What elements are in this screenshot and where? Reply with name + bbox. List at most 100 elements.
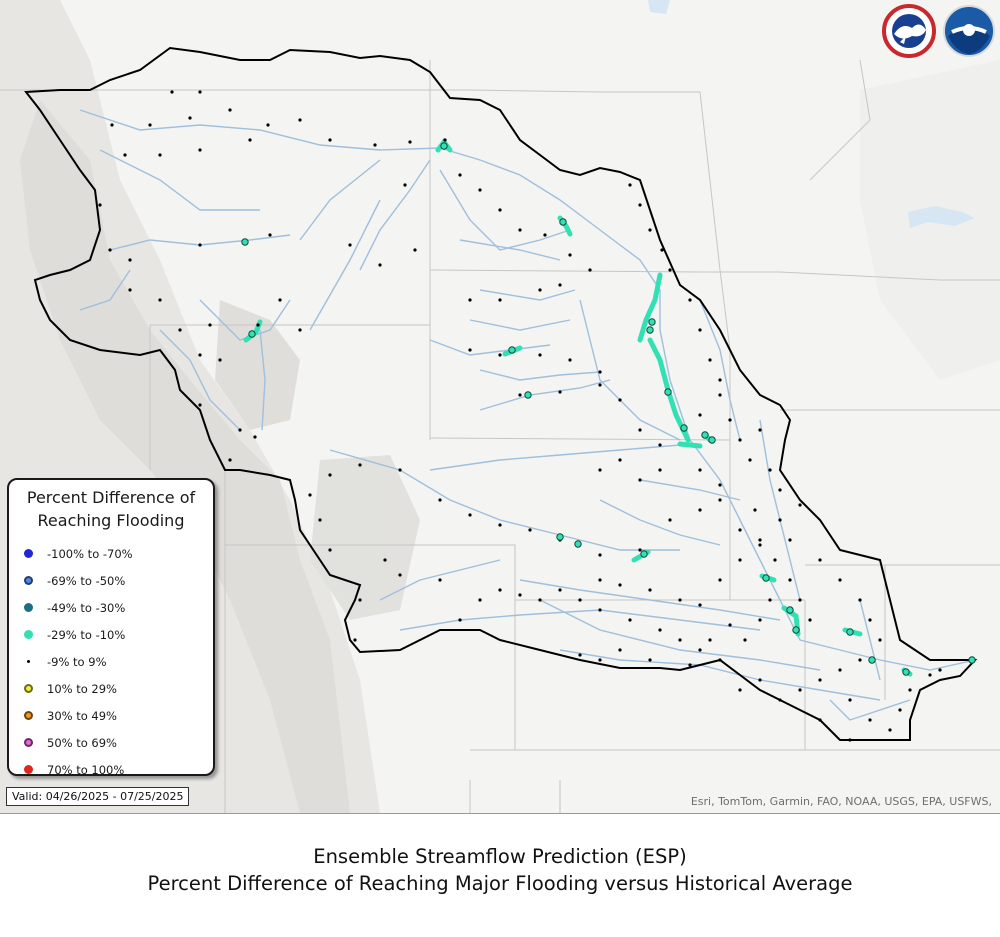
forecast-point[interactable] bbox=[658, 468, 662, 472]
forecast-point[interactable] bbox=[438, 498, 442, 502]
forecast-point[interactable] bbox=[708, 638, 712, 642]
forecast-point[interactable] bbox=[718, 378, 722, 382]
forecast-point[interactable] bbox=[598, 578, 602, 582]
forecast-point[interactable] bbox=[648, 658, 652, 662]
forecast-point[interactable] bbox=[378, 263, 382, 267]
forecast-point[interactable] bbox=[598, 553, 602, 557]
forecast-point[interactable] bbox=[298, 118, 302, 122]
forecast-point[interactable] bbox=[253, 435, 257, 439]
forecast-point[interactable] bbox=[538, 598, 542, 602]
forecast-point-highlighted[interactable] bbox=[646, 326, 654, 334]
forecast-point[interactable] bbox=[618, 648, 622, 652]
forecast-point[interactable] bbox=[278, 298, 282, 302]
forecast-point[interactable] bbox=[298, 328, 302, 332]
forecast-point[interactable] bbox=[538, 353, 542, 357]
forecast-point[interactable] bbox=[403, 183, 407, 187]
forecast-point[interactable] bbox=[728, 418, 732, 422]
forecast-point[interactable] bbox=[778, 488, 782, 492]
forecast-point[interactable] bbox=[668, 268, 672, 272]
forecast-point[interactable] bbox=[698, 468, 702, 472]
forecast-point[interactable] bbox=[718, 483, 722, 487]
forecast-point[interactable] bbox=[353, 638, 357, 642]
forecast-point[interactable] bbox=[788, 578, 792, 582]
forecast-point[interactable] bbox=[538, 288, 542, 292]
forecast-point[interactable] bbox=[838, 668, 842, 672]
forecast-point[interactable] bbox=[468, 513, 472, 517]
forecast-point[interactable] bbox=[158, 298, 162, 302]
forecast-point[interactable] bbox=[648, 228, 652, 232]
forecast-point[interactable] bbox=[753, 508, 757, 512]
forecast-point[interactable] bbox=[718, 578, 722, 582]
forecast-point[interactable] bbox=[818, 678, 822, 682]
forecast-point-highlighted[interactable] bbox=[902, 668, 910, 676]
forecast-point[interactable] bbox=[218, 358, 222, 362]
forecast-point[interactable] bbox=[638, 478, 642, 482]
forecast-point[interactable] bbox=[618, 458, 622, 462]
forecast-point-highlighted[interactable] bbox=[640, 550, 648, 558]
forecast-point[interactable] bbox=[778, 518, 782, 522]
forecast-point[interactable] bbox=[498, 298, 502, 302]
forecast-point[interactable] bbox=[443, 138, 447, 142]
forecast-point[interactable] bbox=[238, 428, 242, 432]
forecast-point[interactable] bbox=[778, 698, 782, 702]
forecast-point[interactable] bbox=[688, 663, 692, 667]
forecast-point[interactable] bbox=[738, 688, 742, 692]
forecast-point[interactable] bbox=[198, 243, 202, 247]
forecast-point[interactable] bbox=[698, 648, 702, 652]
forecast-point[interactable] bbox=[373, 143, 377, 147]
forecast-point[interactable] bbox=[868, 618, 872, 622]
forecast-point-highlighted[interactable] bbox=[762, 574, 770, 582]
forecast-point[interactable] bbox=[178, 328, 182, 332]
forecast-point-highlighted[interactable] bbox=[241, 238, 249, 246]
forecast-point[interactable] bbox=[838, 578, 842, 582]
forecast-point[interactable] bbox=[718, 658, 722, 662]
forecast-point[interactable] bbox=[768, 468, 772, 472]
forecast-point[interactable] bbox=[228, 458, 232, 462]
forecast-point[interactable] bbox=[248, 138, 252, 142]
forecast-point[interactable] bbox=[398, 468, 402, 472]
forecast-point[interactable] bbox=[638, 428, 642, 432]
forecast-point[interactable] bbox=[618, 398, 622, 402]
forecast-point-highlighted[interactable] bbox=[556, 533, 564, 541]
forecast-point[interactable] bbox=[528, 528, 532, 532]
forecast-point[interactable] bbox=[256, 323, 260, 327]
forecast-point-highlighted[interactable] bbox=[708, 436, 716, 444]
forecast-point[interactable] bbox=[808, 618, 812, 622]
forecast-point[interactable] bbox=[268, 233, 272, 237]
forecast-point[interactable] bbox=[718, 393, 722, 397]
forecast-point[interactable] bbox=[598, 658, 602, 662]
forecast-point[interactable] bbox=[123, 153, 127, 157]
forecast-point[interactable] bbox=[818, 558, 822, 562]
forecast-point-highlighted[interactable] bbox=[846, 628, 854, 636]
forecast-point[interactable] bbox=[758, 538, 762, 542]
forecast-point[interactable] bbox=[318, 518, 322, 522]
forecast-point[interactable] bbox=[738, 438, 742, 442]
forecast-point[interactable] bbox=[598, 370, 602, 374]
forecast-point-highlighted[interactable] bbox=[868, 656, 876, 664]
forecast-point[interactable] bbox=[328, 473, 332, 477]
forecast-point-highlighted[interactable] bbox=[792, 626, 800, 634]
forecast-point[interactable] bbox=[308, 493, 312, 497]
forecast-point[interactable] bbox=[348, 243, 352, 247]
forecast-point[interactable] bbox=[578, 598, 582, 602]
forecast-point[interactable] bbox=[543, 233, 547, 237]
forecast-point-highlighted[interactable] bbox=[559, 218, 567, 226]
forecast-point[interactable] bbox=[708, 358, 712, 362]
forecast-point[interactable] bbox=[738, 528, 742, 532]
forecast-point[interactable] bbox=[413, 248, 417, 252]
forecast-point[interactable] bbox=[148, 123, 152, 127]
forecast-point[interactable] bbox=[498, 353, 502, 357]
forecast-point[interactable] bbox=[698, 603, 702, 607]
forecast-point[interactable] bbox=[266, 123, 270, 127]
forecast-point[interactable] bbox=[328, 548, 332, 552]
forecast-point[interactable] bbox=[208, 323, 212, 327]
forecast-point-highlighted[interactable] bbox=[440, 142, 448, 150]
forecast-point[interactable] bbox=[588, 268, 592, 272]
forecast-point[interactable] bbox=[660, 248, 664, 252]
forecast-point[interactable] bbox=[558, 588, 562, 592]
forecast-point[interactable] bbox=[748, 458, 752, 462]
forecast-point[interactable] bbox=[468, 298, 472, 302]
forecast-point[interactable] bbox=[558, 390, 562, 394]
forecast-point[interactable] bbox=[908, 688, 912, 692]
forecast-point[interactable] bbox=[688, 298, 692, 302]
